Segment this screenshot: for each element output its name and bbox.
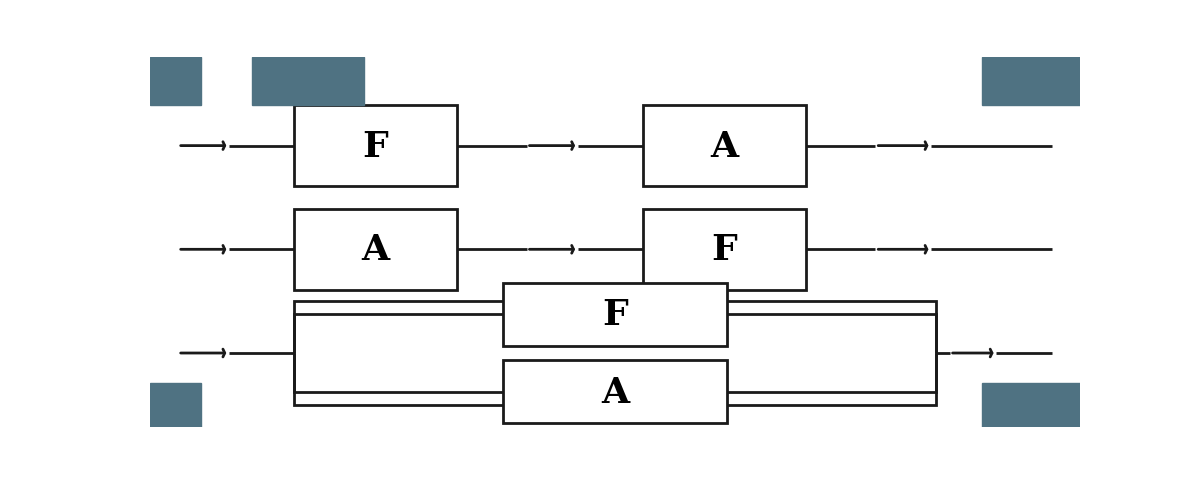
Bar — [294, 106, 457, 187]
Text: A: A — [361, 233, 390, 267]
Text: F: F — [602, 298, 628, 331]
Bar — [504, 283, 726, 346]
Text: A: A — [710, 129, 738, 163]
Bar — [252, 58, 364, 106]
Bar — [150, 58, 202, 106]
Text: F: F — [362, 129, 389, 163]
Bar — [294, 209, 457, 290]
Bar — [983, 58, 1080, 106]
Bar — [294, 301, 936, 405]
Bar — [643, 106, 805, 187]
Bar — [150, 383, 202, 427]
Bar — [643, 209, 805, 290]
Bar — [504, 360, 726, 423]
Text: F: F — [712, 233, 737, 267]
Bar — [983, 383, 1080, 427]
Text: A: A — [601, 375, 629, 409]
